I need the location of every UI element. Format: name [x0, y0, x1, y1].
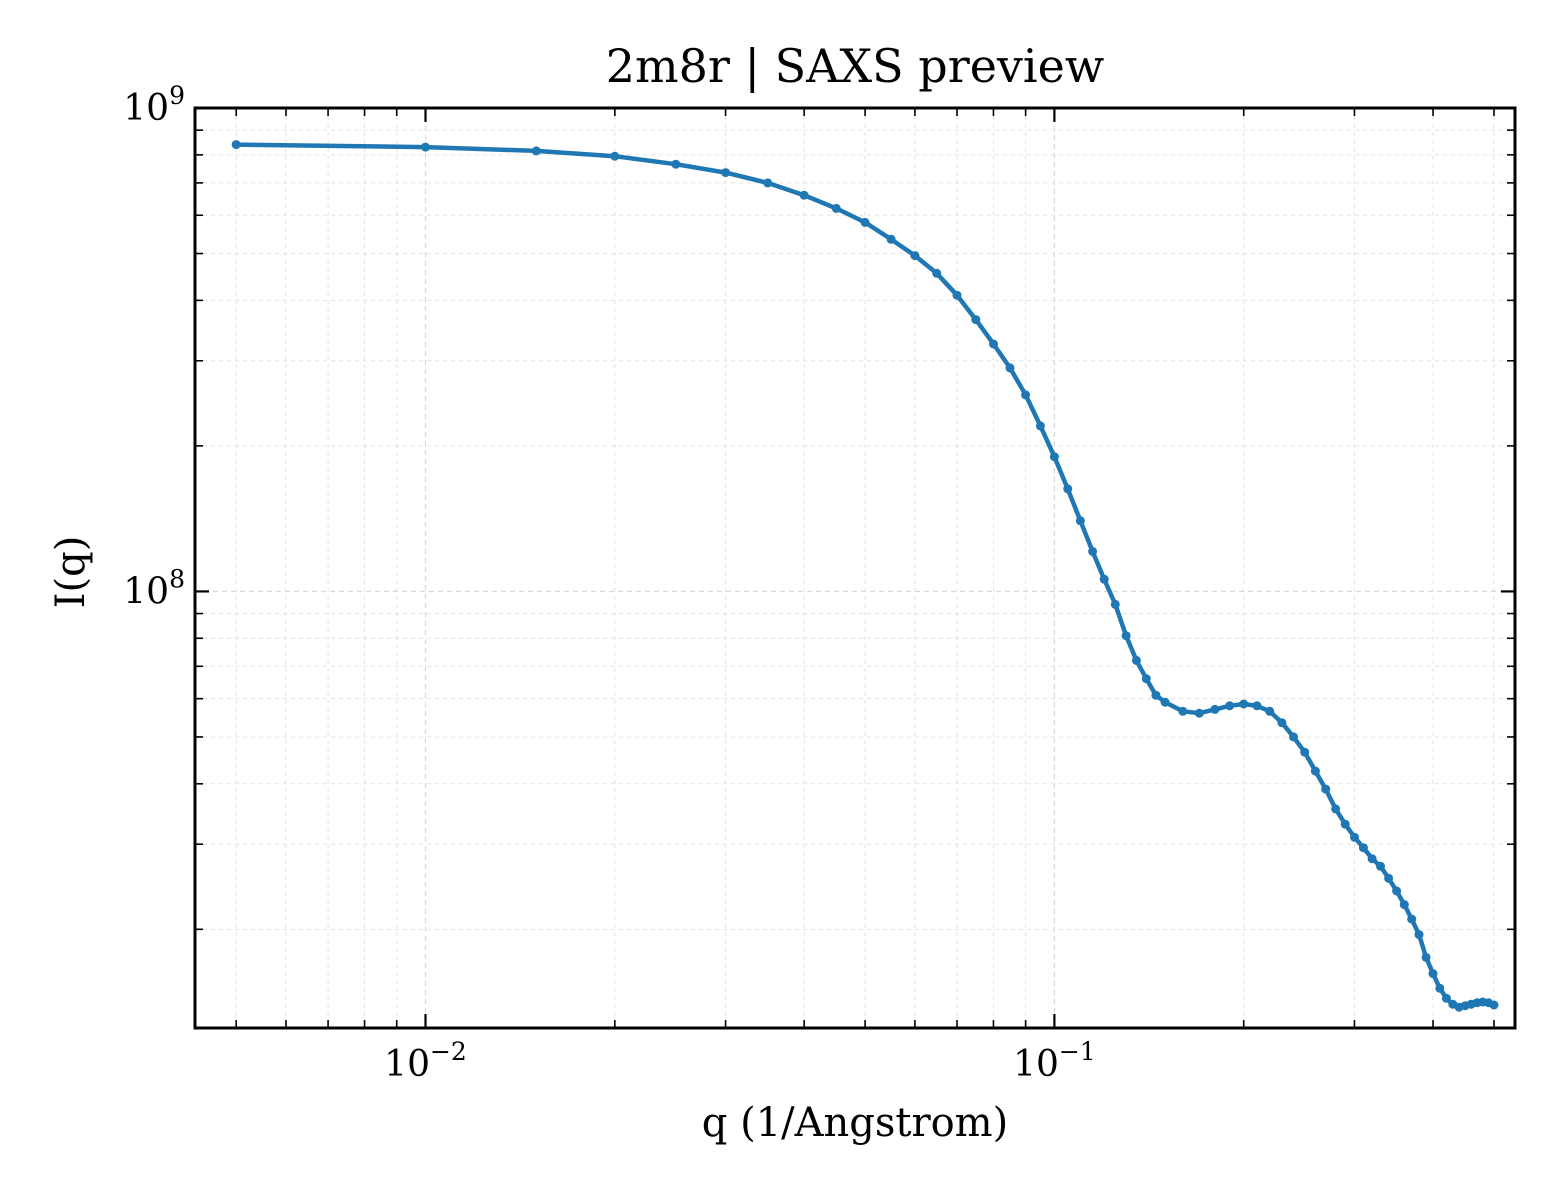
data-point	[1225, 701, 1235, 711]
data-point	[1392, 886, 1402, 896]
data-point	[1131, 655, 1141, 665]
data-point	[1428, 969, 1438, 979]
data-point	[1265, 706, 1275, 716]
data-point	[910, 251, 920, 261]
data-point	[1384, 873, 1394, 883]
data-point	[799, 190, 809, 200]
data-point	[1340, 819, 1350, 829]
data-point	[763, 178, 773, 188]
data-point	[1421, 952, 1431, 962]
data-point	[421, 142, 430, 152]
y-tick-label: 108	[123, 564, 185, 612]
data-point	[1151, 690, 1161, 700]
y-tick-label: 109	[123, 81, 185, 129]
data-point	[1035, 421, 1045, 431]
data-point	[610, 151, 620, 161]
data-point	[1277, 718, 1287, 728]
data-point	[886, 234, 896, 244]
data-point	[1075, 516, 1085, 526]
series-group	[231, 140, 1499, 1012]
data-point	[1063, 484, 1073, 494]
data-point	[1350, 832, 1359, 842]
data-point	[1376, 861, 1385, 871]
data-point	[989, 339, 998, 349]
data-point	[1099, 574, 1109, 584]
data-point	[1310, 766, 1320, 776]
data-point	[1049, 452, 1059, 462]
data-point	[1088, 546, 1098, 556]
y-axis-label: I(q)	[48, 536, 94, 609]
data-point	[1194, 708, 1204, 718]
plot-frame	[193, 106, 1517, 1030]
data-point	[1435, 983, 1445, 993]
data-point	[1407, 914, 1417, 924]
data-point	[1141, 674, 1151, 684]
x-axis-label: q (1/Angstrom)	[702, 1100, 1008, 1146]
data-point	[671, 159, 681, 169]
ticks	[195, 106, 1515, 1028]
data-point	[1252, 701, 1262, 711]
data-point	[831, 203, 841, 213]
data-point	[1110, 599, 1120, 609]
data-point	[1399, 900, 1409, 910]
grid	[195, 107, 1515, 1028]
data-point	[1210, 704, 1220, 714]
data-point	[1239, 699, 1249, 709]
chart-title: 2m8r | SAXS preview	[606, 39, 1104, 93]
x-tick-label: 10−2	[384, 1037, 467, 1085]
data-point	[952, 290, 962, 300]
data-point	[971, 315, 981, 325]
data-point	[1178, 706, 1188, 716]
data-point	[1289, 732, 1298, 742]
data-point	[1358, 843, 1368, 853]
data-point	[1121, 631, 1131, 641]
x-tick-label: 10−1	[1013, 1037, 1096, 1085]
data-point	[1021, 390, 1031, 400]
data-point	[1367, 854, 1377, 864]
data-point	[1005, 363, 1015, 373]
data-point	[721, 168, 731, 178]
data-point	[1331, 804, 1341, 814]
tick-labels: 10−2 10−1 108 109	[123, 81, 1095, 1085]
data-point	[1160, 697, 1170, 707]
data-point	[1489, 1000, 1499, 1010]
data-point	[1321, 784, 1331, 794]
data-point	[1414, 930, 1424, 940]
data-point	[231, 140, 241, 150]
data-point	[860, 217, 870, 227]
data-point	[932, 268, 942, 278]
data-point	[531, 146, 541, 156]
data-point	[1300, 747, 1310, 757]
data-point	[1441, 993, 1451, 1003]
